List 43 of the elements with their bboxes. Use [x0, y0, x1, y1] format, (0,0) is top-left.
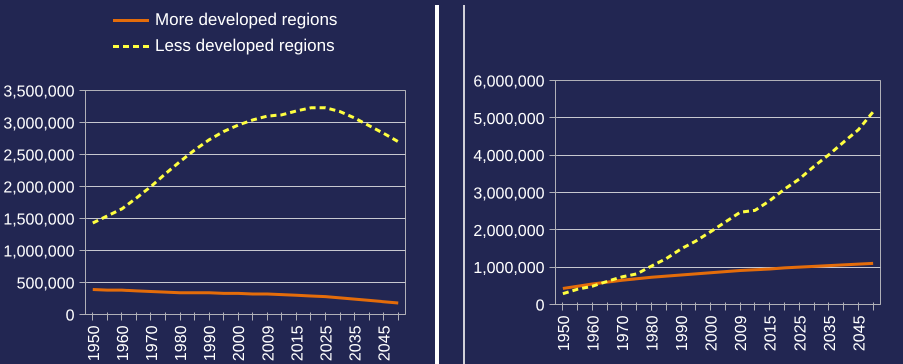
x-tick-label: 1990	[674, 315, 692, 352]
y-tick-label: 4,000,000	[473, 148, 545, 166]
x-tick-label: 2000	[231, 325, 248, 362]
x-tick-label: 1980	[644, 315, 662, 352]
y-tick-label: 1,500,000	[3, 212, 75, 228]
x-tick-label: 2025	[792, 315, 810, 352]
y-tick-label: 500,000	[16, 276, 75, 292]
y-tick-label: 3,000,000	[473, 186, 545, 202]
y-tick-label: 1,000,000	[473, 260, 545, 278]
x-tick-label: 1970	[144, 325, 161, 362]
line-series	[91, 106, 400, 224]
x-tick-label: 1950	[556, 315, 573, 352]
y-tick-label: 5,000,000	[473, 110, 545, 128]
x-tick-label: 1980	[173, 325, 190, 362]
line-series	[561, 262, 875, 290]
x-tick-label: 2009	[260, 325, 278, 362]
x-tick-label: 2035	[822, 315, 839, 352]
x-tick-label: 2000	[704, 315, 721, 352]
x-tick-label: 2045	[376, 325, 394, 362]
legend-label: Less developed regions	[155, 34, 335, 57]
x-tick-label: 1970	[614, 315, 632, 352]
y-tick-label: 0	[536, 298, 545, 314]
x-tick-label: 2015	[762, 315, 780, 352]
legend-label: More developed regions	[155, 8, 338, 31]
y-tick-label: 2,000,000	[473, 222, 545, 240]
x-tick-label: 2015	[289, 325, 306, 362]
y-tick-label: 3,000,000	[3, 116, 75, 132]
x-tick-label: 2035	[348, 325, 365, 362]
y-tick-label: 2,500,000	[3, 148, 75, 164]
line-series	[91, 288, 400, 304]
x-tick-label: 2009	[733, 315, 750, 352]
y-tick-label: 3,500,000	[3, 84, 75, 100]
y-tick-label: 0	[66, 308, 75, 324]
line-series	[561, 110, 875, 296]
x-tick-label: 2025	[318, 325, 336, 362]
y-tick-label: 1,000,000	[3, 244, 75, 260]
x-tick-label: 1990	[202, 325, 220, 362]
x-tick-label: 2045	[851, 315, 868, 352]
x-tick-label: 1960	[114, 325, 132, 362]
x-tick-label: 1960	[585, 315, 602, 352]
y-tick-label: 2,000,000	[3, 180, 75, 196]
y-tick-label: 6,000,000	[473, 74, 545, 90]
x-tick-label: 1950	[86, 325, 103, 362]
